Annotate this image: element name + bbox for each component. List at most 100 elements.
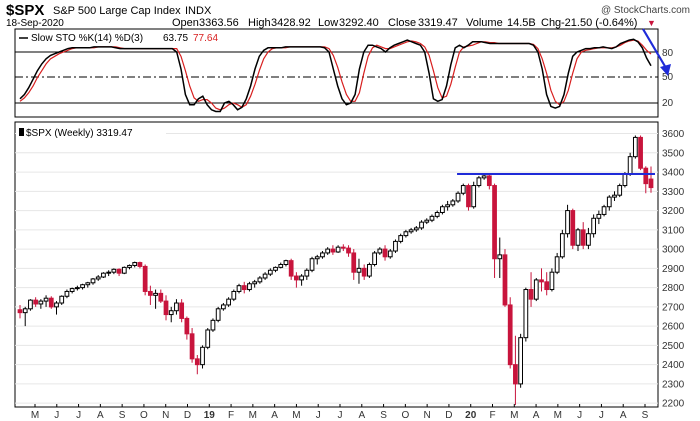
candle: [283, 259, 289, 267]
candle: [153, 289, 158, 309]
candle: [236, 283, 242, 294]
candle: [85, 281, 91, 288]
time-axis-label: 20: [465, 410, 477, 421]
arrow-shaft: [642, 28, 667, 69]
candle: [95, 275, 101, 281]
candle: [346, 245, 351, 257]
candle: [106, 270, 112, 277]
candle: [559, 229, 565, 259]
candle: [194, 355, 200, 375]
candle: [200, 345, 205, 369]
candle: [606, 195, 612, 211]
candle: [570, 208, 576, 250]
price-legend: $SPX (Weekly) 3319.47: [26, 128, 133, 139]
candle: [54, 301, 59, 315]
candle: [163, 295, 169, 321]
exchange: INDX: [185, 5, 212, 17]
stoch-legend-bg: [16, 31, 271, 44]
security-name: S&P 500 Large Cap Index: [53, 5, 181, 17]
candle: [59, 295, 65, 305]
candle: [314, 254, 320, 265]
candle: [476, 175, 482, 188]
stoch-legend-title: Slow STO %K(14) %D(3): [31, 33, 143, 44]
candle: [575, 227, 581, 252]
candle: [632, 135, 638, 159]
candle: [554, 252, 560, 275]
candle: [309, 256, 315, 273]
candle: [440, 204, 445, 215]
time-axis-label: S: [380, 410, 387, 421]
candle: [74, 285, 80, 291]
candle: [267, 268, 273, 277]
time-axis-label: D: [445, 410, 452, 421]
time-axis-label: M: [292, 410, 300, 421]
arrow-head-icon: [660, 64, 671, 76]
candle: [502, 249, 508, 307]
candle: [294, 272, 299, 288]
candle: [121, 266, 127, 275]
candle: [372, 251, 377, 267]
candle: [278, 262, 284, 269]
time-axis-label: J: [338, 410, 343, 421]
candle: [565, 204, 570, 238]
time-axis-label: A: [97, 410, 104, 421]
time-axis-label: J: [577, 410, 582, 421]
candle: [586, 227, 591, 250]
time-axis-label: A: [620, 410, 627, 421]
low-value: 3292.40: [339, 17, 379, 29]
candle: [377, 247, 383, 255]
price-legend-swatch: [19, 128, 24, 136]
time-axis-label: J: [316, 410, 321, 421]
candle: [48, 296, 54, 309]
stoch-k-value: 63.75: [163, 33, 188, 44]
candle: [434, 210, 440, 219]
candle: [471, 181, 477, 209]
candle: [38, 299, 44, 309]
candle: [252, 279, 258, 288]
candle: [142, 264, 148, 296]
candle: [64, 289, 70, 299]
candle: [596, 210, 602, 225]
time-axis: M J J A S O N D 19 F M A M J J A S O N D 20 F M A M J J A S: [31, 404, 649, 421]
price-tick-label: 3400: [662, 168, 685, 179]
price-tick-label: 2700: [662, 302, 685, 313]
time-axis-label: A: [358, 410, 365, 421]
price-tick-label: 2500: [662, 341, 685, 352]
time-axis-label: O: [401, 410, 409, 421]
time-axis-label: O: [140, 410, 148, 421]
candle: [215, 306, 221, 323]
close-value: 3319.47: [418, 17, 458, 29]
annotation-arrow: [642, 28, 671, 76]
candle: [507, 297, 513, 369]
candle: [460, 183, 466, 196]
candle: [90, 277, 96, 285]
candle: [539, 268, 544, 292]
candle: [408, 227, 414, 234]
open-value: 3363.56: [199, 17, 239, 29]
candle: [617, 183, 623, 198]
candle: [210, 318, 216, 332]
time-axis-label: J: [76, 410, 81, 421]
candle: [387, 249, 393, 259]
candle: [445, 200, 450, 211]
change-label: Chg: [541, 17, 561, 29]
time-axis-label: M: [510, 410, 518, 421]
candle: [184, 316, 190, 340]
volume-value: 14.5B: [507, 17, 536, 29]
quote-date: 18-Sep-2020: [6, 18, 64, 29]
candle: [466, 183, 471, 211]
price-tick-label: 2400: [662, 360, 685, 371]
price-tick-label: 2800: [662, 283, 685, 294]
candle: [429, 214, 435, 223]
candle: [247, 281, 252, 292]
candle: [643, 166, 649, 194]
candle: [627, 152, 633, 176]
price-frame: [14, 121, 659, 408]
change-value: -21.50 (-0.64%): [561, 17, 637, 29]
candle: [137, 261, 143, 269]
stoch-k-line: [19, 38, 652, 113]
candle: [492, 183, 497, 278]
candle: [226, 297, 231, 307]
price-tick-label: 2300: [662, 379, 685, 390]
